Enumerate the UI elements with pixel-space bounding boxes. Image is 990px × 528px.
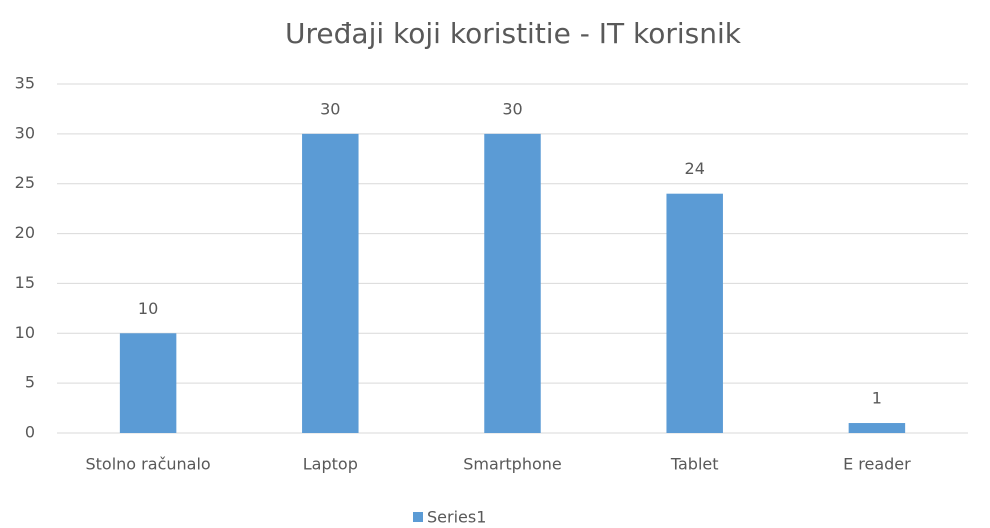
bar — [302, 133, 359, 433]
y-tick-label: 0 — [25, 423, 35, 442]
legend-swatch — [413, 512, 423, 522]
data-label: 24 — [685, 159, 705, 178]
data-label: 1 — [872, 389, 882, 408]
y-tick-label: 15 — [15, 273, 35, 292]
y-tick-label: 10 — [15, 323, 35, 342]
y-tick-label: 5 — [25, 373, 35, 392]
x-tick-label: Stolno računalo — [86, 455, 211, 474]
bar — [484, 133, 541, 433]
bar — [666, 193, 723, 433]
data-label: 30 — [320, 99, 340, 118]
data-label: 10 — [138, 299, 158, 318]
bar — [119, 333, 177, 433]
y-tick-label: 30 — [15, 123, 35, 142]
y-tick-label: 20 — [15, 223, 35, 242]
x-tick-label: Smartphone — [463, 455, 561, 474]
y-tick-label: 25 — [15, 173, 35, 192]
x-tick-label: Laptop — [303, 455, 358, 474]
chart-title: Uređaji koji koristitie - IT korisnik — [285, 17, 742, 50]
x-tick-label: E reader — [843, 455, 911, 474]
bar — [848, 423, 906, 433]
data-label: 30 — [502, 99, 522, 118]
x-tick-label: Tablet — [670, 455, 719, 474]
legend-label: Series1 — [427, 508, 486, 527]
y-tick-label: 35 — [15, 74, 35, 93]
